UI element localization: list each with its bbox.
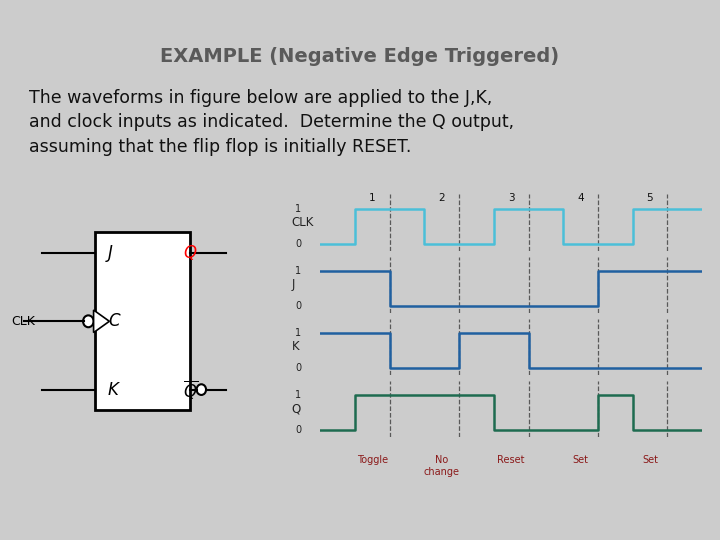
Polygon shape <box>94 310 109 333</box>
Text: 1: 1 <box>369 193 376 203</box>
Circle shape <box>197 384 206 395</box>
Text: 1: 1 <box>295 390 301 400</box>
Text: Set: Set <box>572 455 588 465</box>
Text: CLK: CLK <box>11 315 35 328</box>
Text: Toggle: Toggle <box>357 455 388 465</box>
Text: Q: Q <box>292 402 301 416</box>
Text: 0: 0 <box>295 426 301 435</box>
Text: 5: 5 <box>647 193 653 203</box>
Text: $\overline{Q}$: $\overline{Q}$ <box>183 378 198 401</box>
Text: Reset: Reset <box>498 455 525 465</box>
Text: CLK: CLK <box>292 216 314 229</box>
Text: 4: 4 <box>577 193 584 203</box>
Text: EXAMPLE (Negative Edge Triggered): EXAMPLE (Negative Edge Triggered) <box>161 47 559 66</box>
Text: 3: 3 <box>508 193 515 203</box>
Text: No
change: No change <box>424 455 460 477</box>
Text: 0: 0 <box>295 239 301 249</box>
Bar <box>95 232 189 410</box>
Text: and clock inputs as indicated.  Determine the Q output,: and clock inputs as indicated. Determine… <box>29 113 514 131</box>
Text: The waveforms in figure below are applied to the J,K,: The waveforms in figure below are applie… <box>29 89 492 107</box>
Text: 1: 1 <box>295 266 301 276</box>
Text: 1: 1 <box>295 328 301 338</box>
Circle shape <box>83 315 94 327</box>
Text: K: K <box>292 340 300 354</box>
Text: J: J <box>108 244 113 262</box>
Text: 2: 2 <box>438 193 445 203</box>
Text: 0: 0 <box>295 363 301 373</box>
Text: K: K <box>108 381 119 399</box>
Text: Q: Q <box>183 244 196 262</box>
Text: 1: 1 <box>295 204 301 214</box>
Text: J: J <box>292 278 295 292</box>
Text: 0: 0 <box>295 301 301 311</box>
Text: C: C <box>108 312 120 330</box>
Text: Set: Set <box>642 455 658 465</box>
Text: assuming that the flip flop is initially RESET.: assuming that the flip flop is initially… <box>29 138 411 156</box>
